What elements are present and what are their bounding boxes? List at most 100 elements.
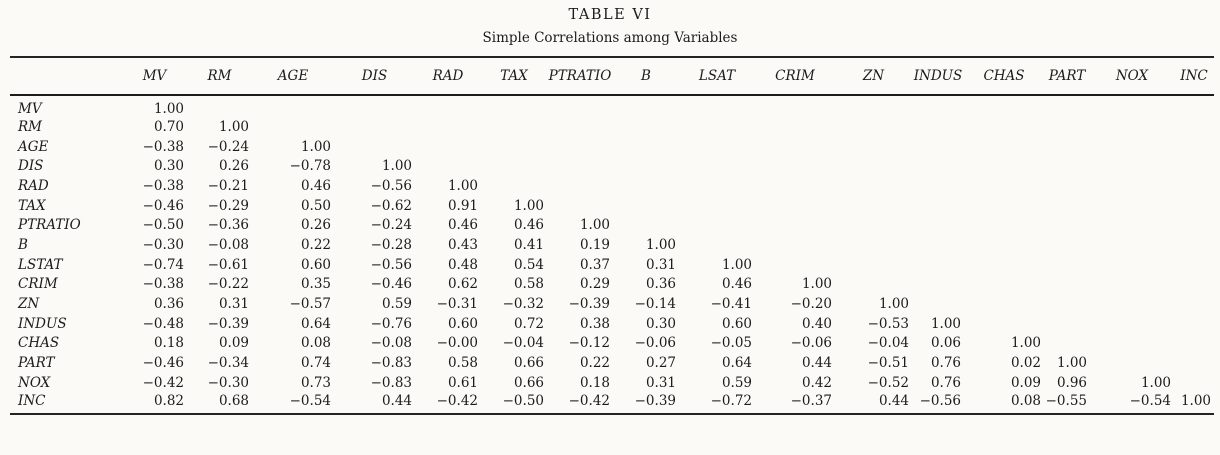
table-cell: 0.76 xyxy=(930,355,961,372)
table-cell: −0.56 xyxy=(370,177,412,194)
table-cell: −0.32 xyxy=(502,296,544,313)
table-cell xyxy=(1174,196,1214,216)
table-cell xyxy=(1090,275,1174,295)
table-cell: −0.52 xyxy=(867,374,909,391)
table-cell xyxy=(547,117,613,137)
column-header: AGE xyxy=(277,68,309,84)
table-cell: 0.62 xyxy=(447,276,478,293)
table-cell: −0.61 xyxy=(207,256,249,273)
table-cell xyxy=(1044,275,1090,295)
column-header: LSAT xyxy=(698,68,736,84)
table-cell: −0.56 xyxy=(919,392,961,409)
table-title: TABLE VI xyxy=(568,7,652,23)
table-cell: 0.70 xyxy=(153,118,184,135)
table-cell: −0.39 xyxy=(568,296,610,313)
table-cell: −0.39 xyxy=(634,392,676,409)
table-cell: −0.55 xyxy=(1045,392,1087,409)
table-cell: 0.42 xyxy=(801,374,832,391)
table-cell: 0.22 xyxy=(300,236,331,253)
table-cell: 0.43 xyxy=(447,236,478,253)
row-label: PART xyxy=(18,355,55,372)
column-header: RM xyxy=(207,68,232,84)
row-label: NOX xyxy=(18,374,51,391)
table-cell: −0.30 xyxy=(207,374,249,391)
table-cell: 0.46 xyxy=(447,217,478,234)
table-cell: 0.96 xyxy=(1056,374,1087,391)
table-cell: 0.60 xyxy=(447,315,478,332)
table-cell: −0.42 xyxy=(142,374,184,391)
table-cell xyxy=(547,176,613,196)
column-header: TAX xyxy=(500,68,528,84)
table-cell xyxy=(481,137,547,157)
table-cell xyxy=(912,196,964,216)
table-cell: 0.26 xyxy=(218,158,249,175)
table-cell: 0.91 xyxy=(447,197,478,214)
table-row: TAX −0.46 −0.29 0.50 −0.62 0.91 1.00 xyxy=(10,196,1214,216)
table-cell xyxy=(1044,314,1090,334)
table-row: INC 0.82 0.68 −0.54 0.44 −0.42 −0.50 −0.42 −0.39… xyxy=(10,393,1214,414)
table-cell: 0.61 xyxy=(447,374,478,391)
table-cell: −0.38 xyxy=(142,138,184,155)
table-row: NOX −0.42 −0.30 0.73 −0.83 0.61 0.66 0.18 0.31 0.… xyxy=(10,373,1214,393)
table-cell: 1.00 xyxy=(1140,374,1171,391)
table-cell: 0.48 xyxy=(447,256,478,273)
table-cell xyxy=(755,235,835,255)
table-cell: 0.06 xyxy=(930,335,961,352)
table-cell xyxy=(912,255,964,275)
table-cell xyxy=(835,196,912,216)
table-cell: 0.02 xyxy=(1010,355,1041,372)
table-cell xyxy=(912,95,964,117)
row-label: DIS xyxy=(18,158,44,175)
table-cell xyxy=(835,156,912,176)
table-cell xyxy=(964,314,1044,334)
table-cell xyxy=(1090,314,1174,334)
table-cell xyxy=(1174,373,1214,393)
table-cell: 1.00 xyxy=(447,177,478,194)
table-cell xyxy=(1090,137,1174,157)
table-cell xyxy=(252,95,334,117)
table-cell: −0.62 xyxy=(370,197,412,214)
column-header: DIS xyxy=(361,68,388,84)
row-label: INDUS xyxy=(18,315,67,332)
row-label: LSTAT xyxy=(18,256,63,273)
table-cell xyxy=(755,156,835,176)
table-cell: −0.83 xyxy=(370,374,412,391)
table-cell: −0.21 xyxy=(207,177,249,194)
column-header: B xyxy=(641,68,651,84)
table-cell xyxy=(1174,215,1214,235)
table-body: MV 1.00 RM 0.70 1.00 AGE −0.38 −0.24 1.00 DIS 0.30… xyxy=(10,95,1214,414)
table-cell xyxy=(334,137,415,157)
table-row: MV 1.00 xyxy=(10,95,1214,117)
table-cell: −0.34 xyxy=(207,355,249,372)
table-cell xyxy=(679,235,755,255)
table-cell xyxy=(1044,95,1090,117)
table-cell xyxy=(964,275,1044,295)
table-cell: 1.00 xyxy=(1010,335,1041,352)
table-cell xyxy=(1090,117,1174,137)
table-cell xyxy=(1090,176,1174,196)
table-cell xyxy=(1174,314,1214,334)
table-row: DIS 0.30 0.26 −0.78 1.00 xyxy=(10,156,1214,176)
row-label: B xyxy=(18,236,28,253)
table-cell: −0.83 xyxy=(370,355,412,372)
table-cell: 0.73 xyxy=(300,374,331,391)
table-cell xyxy=(481,95,547,117)
table-cell: −0.29 xyxy=(207,197,249,214)
table-cell: −0.28 xyxy=(370,236,412,253)
table-cell: −0.06 xyxy=(634,335,676,352)
table-cell: −0.06 xyxy=(790,335,832,352)
table-cell: 0.41 xyxy=(513,236,544,253)
table-cell: 0.58 xyxy=(513,276,544,293)
row-label: TAX xyxy=(18,197,46,214)
table-cell xyxy=(613,117,679,137)
table-cell: 0.54 xyxy=(513,256,544,273)
table-cell xyxy=(1044,255,1090,275)
table-cell xyxy=(1044,334,1090,354)
table-cell: 1.00 xyxy=(153,101,184,117)
table-cell xyxy=(912,215,964,235)
column-header: MV xyxy=(142,68,167,84)
table-cell: −0.78 xyxy=(289,158,331,175)
row-label: PTRATIO xyxy=(18,217,81,234)
table-cell xyxy=(679,95,755,117)
table-cell xyxy=(679,176,755,196)
